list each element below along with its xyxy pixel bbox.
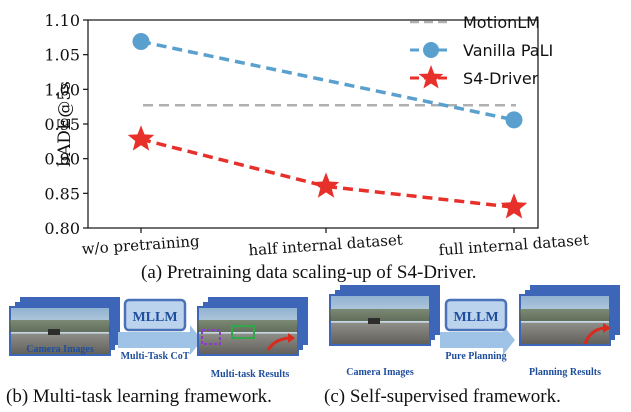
x-tick-label: full internal dataset bbox=[438, 231, 589, 259]
legend: MotionLM Vanilla PaLI S4-Driver bbox=[410, 13, 553, 89]
legend-label-vanilla-pali: Vanilla PaLI bbox=[463, 41, 553, 60]
camera-images-stack-c bbox=[329, 285, 440, 346]
y-tick-label: 0.80 bbox=[44, 219, 80, 238]
x-tick-label: w/o pretraining bbox=[81, 232, 200, 258]
multitask-results-stack bbox=[197, 297, 308, 356]
planning-results-label: Planning Results bbox=[529, 367, 601, 378]
caption-b: (b) Multi-task learning framework. bbox=[6, 386, 272, 407]
diagram-c: Camera Images MLLM Pure Planning Plannin… bbox=[329, 285, 620, 378]
data-point-s4-driver bbox=[127, 125, 155, 151]
y-axis: 0.80 0.85 0.90 0.95 1.00 1.05 1.10 bbox=[44, 11, 88, 238]
data-point-vanilla-pali bbox=[505, 111, 523, 129]
series-line-vanilla-pali bbox=[140, 39, 515, 122]
y-tick-label: 0.85 bbox=[44, 184, 80, 203]
mllm-box-b bbox=[123, 298, 187, 332]
data-point-s4-driver bbox=[500, 193, 528, 219]
y-tick-label: 0.95 bbox=[44, 115, 80, 134]
camera-images-stack-b bbox=[9, 297, 120, 356]
x-tick-label: half internal dataset bbox=[248, 231, 403, 260]
caption-c: (c) Self-supervised framework. bbox=[324, 386, 561, 407]
y-tick-label: 1.05 bbox=[44, 46, 80, 65]
y-tick-label: 1.00 bbox=[44, 80, 80, 99]
legend-marker-s4-driver bbox=[418, 65, 444, 89]
legend-label-s4-driver: S4-Driver bbox=[463, 69, 539, 88]
mllm-label-c: MLLM bbox=[453, 310, 498, 325]
arrow-c bbox=[440, 325, 515, 355]
planning-results-stack bbox=[519, 285, 620, 346]
mllm-box-c bbox=[444, 298, 508, 332]
arrow-label-c: Pure Planning bbox=[445, 351, 506, 362]
series-group bbox=[127, 32, 528, 219]
series-line-s4-driver bbox=[140, 137, 515, 209]
y-tick-label: 1.10 bbox=[44, 11, 80, 30]
data-point-vanilla-pali bbox=[132, 32, 150, 50]
camera-images-label-c: Camera Images bbox=[346, 367, 414, 378]
data-point-s4-driver bbox=[312, 172, 340, 198]
camera-images-label-b: Camera Images bbox=[26, 344, 94, 355]
arrow-label-b: Multi-Task CoT bbox=[121, 351, 190, 362]
x-axis: w/o pretraining half internal dataset full… bbox=[81, 228, 589, 259]
arrow-b bbox=[118, 325, 202, 355]
caption-a: (a) Pretraining data scaling-up of S4-Dr… bbox=[141, 262, 477, 283]
legend-marker-vanilla-pali bbox=[423, 42, 439, 58]
diagram-b: Camera Images MLLM Multi-Task CoT Multi-… bbox=[9, 297, 308, 380]
mllm-label-b: MLLM bbox=[132, 310, 177, 325]
legend-label-motionlm: MotionLM bbox=[463, 13, 540, 32]
y-tick-label: 0.90 bbox=[44, 150, 80, 169]
multitask-results-label: Multi-task Results bbox=[211, 369, 290, 380]
y-axis-label: bADE@5s bbox=[55, 81, 75, 167]
